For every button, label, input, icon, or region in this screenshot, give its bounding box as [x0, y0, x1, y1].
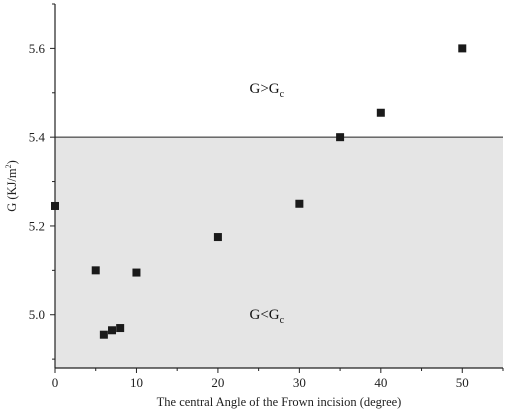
x-tick-label: 40 — [374, 375, 387, 390]
data-point — [51, 201, 59, 210]
data-points — [51, 44, 467, 339]
y-tick-label: 5.2 — [29, 218, 45, 233]
data-point — [458, 44, 467, 53]
y-tick-label: 5.4 — [29, 130, 46, 145]
x-tick-label: 30 — [293, 375, 306, 390]
data-point — [108, 326, 117, 335]
axes — [54, 4, 503, 369]
data-point — [91, 266, 100, 275]
x-axis-ticks: 0 10 20 30 40 50 — [52, 368, 504, 390]
x-tick-label: 20 — [211, 375, 224, 390]
x-tick-label: 10 — [130, 375, 143, 390]
region-annotation: G>Gc — [249, 81, 284, 100]
x-axis-label: The central Angle of the Frown incision … — [157, 395, 402, 409]
data-point — [376, 108, 385, 117]
y-tick-label: 5.0 — [29, 307, 45, 322]
data-point — [99, 330, 108, 339]
region-annotation: G<Gc — [249, 307, 284, 326]
data-point — [213, 233, 222, 242]
data-point — [132, 268, 141, 277]
data-point — [116, 324, 125, 333]
data-point — [336, 133, 345, 142]
x-tick-label: 50 — [456, 375, 469, 390]
data-point — [295, 199, 304, 208]
y-tick-label: 5.6 — [29, 41, 46, 56]
annotations: G>Gc G<Gc — [249, 81, 284, 326]
x-tick-label: 0 — [52, 375, 59, 390]
y-axis-ticks: 5.0 5.2 5.4 5.6 — [29, 3, 55, 360]
y-axis-label: G (KJ/m2) — [4, 160, 19, 212]
below-threshold-region — [55, 137, 503, 368]
